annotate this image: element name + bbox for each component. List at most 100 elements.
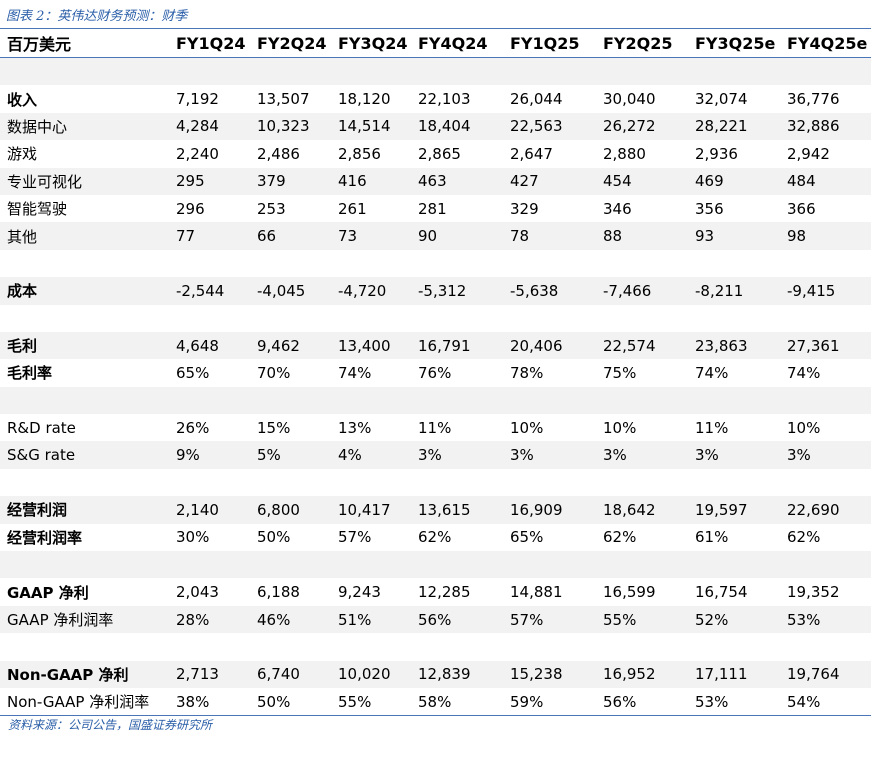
table-cell: 10,323 <box>257 117 310 136</box>
table-cell: 65% <box>176 363 210 382</box>
table-cell: 78% <box>510 363 544 382</box>
row-label: 数据中心 <box>7 117 68 136</box>
table-row: R&D rate 26% 15% 13% 11% 10% 10% 11% 10% <box>0 414 871 441</box>
table-cell: 90 <box>418 227 438 246</box>
table-cell: 65% <box>510 528 544 547</box>
row-label: 经营利润率 <box>7 528 83 547</box>
row-label: 游戏 <box>7 145 38 164</box>
table-cell: 11% <box>695 418 729 437</box>
row-label: Non-GAAP 净利润率 <box>7 693 150 712</box>
table-cell: 61% <box>695 528 729 547</box>
table-row: 游戏 2,240 2,486 2,856 2,865 2,647 2,880 2,936 2,9… <box>0 140 871 167</box>
table-cell: 2,240 <box>176 144 219 163</box>
table-cell: 22,574 <box>603 336 656 355</box>
table-cell: 26,044 <box>510 90 563 109</box>
table-cell: 38% <box>176 692 210 711</box>
table-cell: 9,462 <box>257 336 300 355</box>
row-label: S&G rate <box>7 446 76 465</box>
table-cell: 366 <box>787 199 816 218</box>
table-cell: 93 <box>695 227 715 246</box>
table-cell: 53% <box>695 692 729 711</box>
table-cell: 7,192 <box>176 90 219 109</box>
column-header: FY2Q24 <box>257 33 327 53</box>
row-label: GAAP 净利 <box>7 583 89 602</box>
table-cell: 19,597 <box>695 500 748 519</box>
table-cell: 62% <box>603 528 637 547</box>
table-cell: 13,507 <box>257 90 310 109</box>
table-cell: 50% <box>257 692 291 711</box>
table-cell: 59% <box>510 692 544 711</box>
table-cell: 4% <box>338 446 362 465</box>
table-cell: 56% <box>418 610 452 629</box>
figure-title: 图表 2：英伟达财务预测：财季 <box>6 9 188 24</box>
table-row: S&G rate 9% 5% 4% 3% 3% 3% 3% 3% <box>0 441 871 469</box>
table-cell: 2,936 <box>695 144 738 163</box>
table-cell: 329 <box>510 199 539 218</box>
table-cell: 484 <box>787 172 816 191</box>
table-cell: 356 <box>695 199 724 218</box>
table-cell: 26% <box>176 418 210 437</box>
table-cell: 16,952 <box>603 665 656 684</box>
table-cell: 22,563 <box>510 117 563 136</box>
table-row: Non-GAAP 净利润率 38% 50% 55% 58% 59% 56% 53% 54% <box>0 688 871 715</box>
table-cell: 2,486 <box>257 144 300 163</box>
table-cell: 14,514 <box>338 117 391 136</box>
row-label: 收入 <box>7 90 38 109</box>
table-cell: 23,863 <box>695 336 748 355</box>
table-cell: 51% <box>338 610 372 629</box>
table-cell: 379 <box>257 172 286 191</box>
table-cell: 28% <box>176 610 210 629</box>
table-cell: 2,865 <box>418 144 461 163</box>
table-cell: -5,638 <box>510 281 559 300</box>
table-cell: 57% <box>338 528 372 547</box>
table-cell: 16,754 <box>695 583 748 602</box>
table-row: 数据中心 4,284 10,323 14,514 18,404 22,563 26,272 2… <box>0 112 871 141</box>
table-row: GAAP 净利 2,043 6,188 9,243 12,285 14,881 16,599… <box>0 578 871 605</box>
table-cell: 3% <box>510 446 534 465</box>
table-cell: 16,791 <box>418 336 471 355</box>
table-cell: 13,615 <box>418 500 471 519</box>
table-cell: 5% <box>257 446 281 465</box>
table-cell: 18,642 <box>603 500 656 519</box>
table-row <box>0 250 871 277</box>
table-row: 成本 -2,544 -4,045 -4,720 -5,312 -5,638 -7,466 -8… <box>0 277 871 305</box>
table-cell: 26,272 <box>603 117 656 136</box>
table-cell: 32,074 <box>695 90 748 109</box>
column-header: FY1Q24 <box>176 33 246 53</box>
table-cell: 2,713 <box>176 665 219 684</box>
table-cell: 32,886 <box>787 117 840 136</box>
table-cell: 3% <box>418 446 442 465</box>
table-cell: 22,690 <box>787 500 840 519</box>
table-cell: 6,740 <box>257 665 300 684</box>
table-row: 毛利率 65% 70% 74% 76% 78% 75% 74% 74% <box>0 359 871 386</box>
table-cell: 2,140 <box>176 500 219 519</box>
table-cell: 3% <box>695 446 719 465</box>
table-cell: 15% <box>257 418 291 437</box>
table-cell: 6,800 <box>257 500 300 519</box>
table-cell: -5,312 <box>418 281 467 300</box>
table-cell: 28,221 <box>695 117 748 136</box>
table-cell: 62% <box>787 528 821 547</box>
table-cell: 4,284 <box>176 117 219 136</box>
table-cell: 22,103 <box>418 90 471 109</box>
table-cell: 20,406 <box>510 336 563 355</box>
table-cell: 12,839 <box>418 665 471 684</box>
row-label: R&D rate <box>7 418 76 437</box>
table-cell: 74% <box>695 363 729 382</box>
table-row: Non-GAAP 净利 2,713 6,740 10,020 12,839 15,238 1… <box>0 660 871 688</box>
column-header: FY3Q24 <box>338 33 408 53</box>
table-cell: 14,881 <box>510 583 563 602</box>
table-cell: -4,720 <box>338 281 387 300</box>
table-cell: 52% <box>695 610 729 629</box>
table-cell: 19,352 <box>787 583 840 602</box>
table-cell: 346 <box>603 199 632 218</box>
table-cell: 454 <box>603 172 632 191</box>
table-cell: 53% <box>787 610 821 629</box>
table-cell: 2,647 <box>510 144 553 163</box>
table-header-row: 百万美元 FY1Q24 FY2Q24 FY3Q24 FY4Q24 FY1Q25 FY2Q2… <box>0 29 871 58</box>
row-label: 毛利 <box>7 337 38 356</box>
table-cell: 10% <box>787 418 821 437</box>
table-cell: 54% <box>787 692 821 711</box>
table-cell: 16,909 <box>510 500 563 519</box>
table-cell: 55% <box>338 692 372 711</box>
